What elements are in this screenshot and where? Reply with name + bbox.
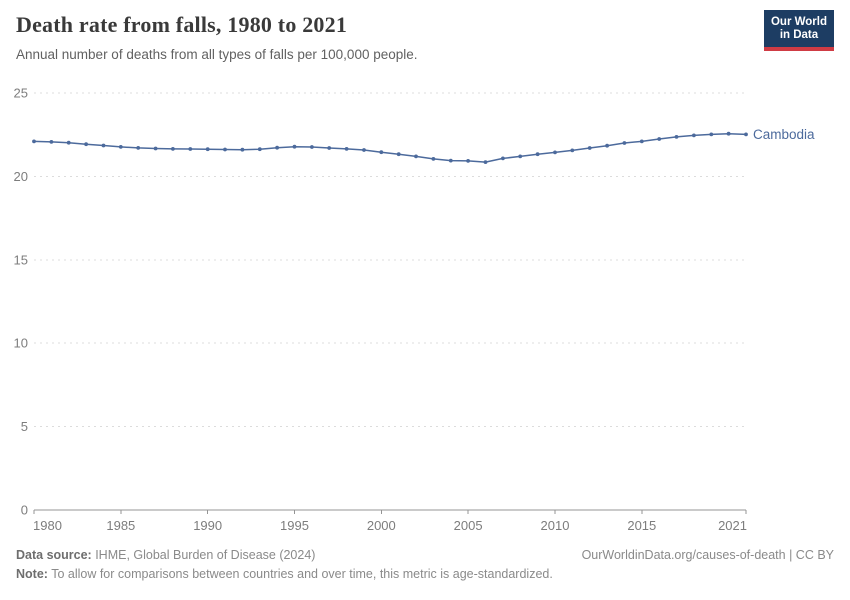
data-point-1980[interactable] bbox=[32, 139, 36, 144]
data-point-1983[interactable] bbox=[84, 142, 88, 147]
data-point-1992[interactable] bbox=[240, 147, 245, 152]
data-point-1987[interactable] bbox=[153, 146, 158, 151]
line-chart: 0 5 10 15 20 25 1980 1985 1990 1995 2000 2005 2010 20… bbox=[0, 85, 850, 545]
data-point-1991[interactable] bbox=[223, 147, 227, 152]
data-point-2004[interactable] bbox=[448, 158, 453, 163]
data-point-1984[interactable] bbox=[101, 143, 106, 148]
chart-canvas: 0 5 10 15 20 25 1980 1985 1990 1995 2000 2005 2010 20… bbox=[14, 86, 815, 534]
data-point-2003[interactable] bbox=[431, 157, 436, 161]
data-point-2012[interactable] bbox=[587, 146, 592, 150]
page-title: Death rate from falls, 1980 to 2021 bbox=[16, 12, 348, 37]
x-axis-label: 1990 bbox=[193, 518, 222, 533]
data-point-2008[interactable] bbox=[518, 154, 523, 159]
x-axis-label: 2015 bbox=[627, 518, 656, 533]
note-text: To allow for comparisons between countri… bbox=[47, 567, 553, 581]
owid-logo[interactable]: Our World in Data bbox=[763, 10, 834, 51]
x-axis-label: 2000 bbox=[367, 518, 396, 533]
chart-line[interactable] bbox=[33, 132, 747, 163]
data-point-2001[interactable] bbox=[396, 152, 401, 157]
data-point-2020[interactable] bbox=[726, 131, 731, 136]
x-axis-label: 2010 bbox=[541, 518, 570, 533]
data-point-2002[interactable] bbox=[414, 154, 418, 159]
data-point-2013[interactable] bbox=[605, 143, 609, 148]
data-point-1995[interactable] bbox=[292, 144, 297, 149]
data-point-1989[interactable] bbox=[188, 147, 193, 151]
data-point-2011[interactable] bbox=[570, 148, 575, 153]
data-point-1988[interactable] bbox=[171, 147, 175, 151]
data-source-text: IHME, Global Burden of Disease (2024) bbox=[91, 548, 316, 562]
x-axis-label: 1985 bbox=[106, 518, 135, 533]
owid-logo-line1: Our World bbox=[770, 16, 827, 28]
data-point-2010[interactable] bbox=[553, 150, 557, 155]
x-axis-label: 1995 bbox=[280, 518, 309, 533]
data-source-line: Data source: IHME, Global Burden of Dise… bbox=[16, 548, 315, 562]
data-point-2018[interactable] bbox=[692, 133, 696, 138]
footer-link[interactable]: OurWorldinData.org/causes-of-death | CC … bbox=[581, 548, 834, 562]
note-label: Note: bbox=[16, 567, 48, 581]
y-axis-label: 20 bbox=[14, 169, 28, 184]
data-point-2015[interactable] bbox=[639, 139, 644, 144]
data-point-1990[interactable] bbox=[205, 147, 210, 152]
y-axis-label: 5 bbox=[21, 419, 28, 434]
data-point-1998[interactable] bbox=[344, 147, 349, 151]
data-point-1985[interactable] bbox=[118, 145, 123, 149]
chart-header: Death rate from falls, 1980 to 2021 Annu… bbox=[16, 10, 834, 62]
y-axis-label: 10 bbox=[14, 336, 28, 351]
x-axis-label: 2021 bbox=[718, 518, 747, 533]
data-point-2017[interactable] bbox=[674, 135, 679, 139]
data-point-2000[interactable] bbox=[379, 150, 384, 155]
chart-footer: Data source: IHME, Global Burden of Dise… bbox=[16, 548, 834, 581]
data-point-2009[interactable] bbox=[535, 152, 540, 157]
data-point-1994[interactable] bbox=[275, 145, 279, 150]
data-point-1981[interactable] bbox=[49, 140, 54, 144]
data-point-2016[interactable] bbox=[657, 137, 662, 141]
x-axis-label: 2005 bbox=[454, 518, 483, 533]
y-axis-label: 25 bbox=[14, 86, 28, 101]
note-line: Note: To allow for comparisons between c… bbox=[16, 567, 553, 581]
data-point-2007[interactable] bbox=[501, 156, 505, 161]
entity-label[interactable]: Cambodia bbox=[753, 127, 815, 142]
data-point-2021[interactable] bbox=[744, 132, 748, 137]
owid-logo-line2: in Data bbox=[779, 29, 819, 41]
data-point-2005[interactable] bbox=[466, 159, 470, 163]
data-point-2019[interactable] bbox=[709, 132, 714, 137]
data-point-1982[interactable] bbox=[66, 140, 71, 145]
data-point-1996[interactable] bbox=[310, 145, 314, 149]
data-point-1999[interactable] bbox=[362, 148, 366, 152]
chart-subtitle: Annual number of deaths from all types o… bbox=[16, 47, 418, 62]
y-axis-label: 0 bbox=[21, 503, 28, 518]
data-point-1997[interactable] bbox=[327, 146, 332, 150]
data-point-1986[interactable] bbox=[136, 146, 141, 150]
y-axis-label: 15 bbox=[14, 252, 28, 267]
x-axis-label: 1980 bbox=[33, 518, 62, 533]
data-point-1993[interactable] bbox=[257, 147, 262, 152]
data-point-2006[interactable] bbox=[483, 160, 488, 164]
data-source-label: Data source: bbox=[16, 548, 92, 562]
data-point-2014[interactable] bbox=[622, 141, 627, 145]
